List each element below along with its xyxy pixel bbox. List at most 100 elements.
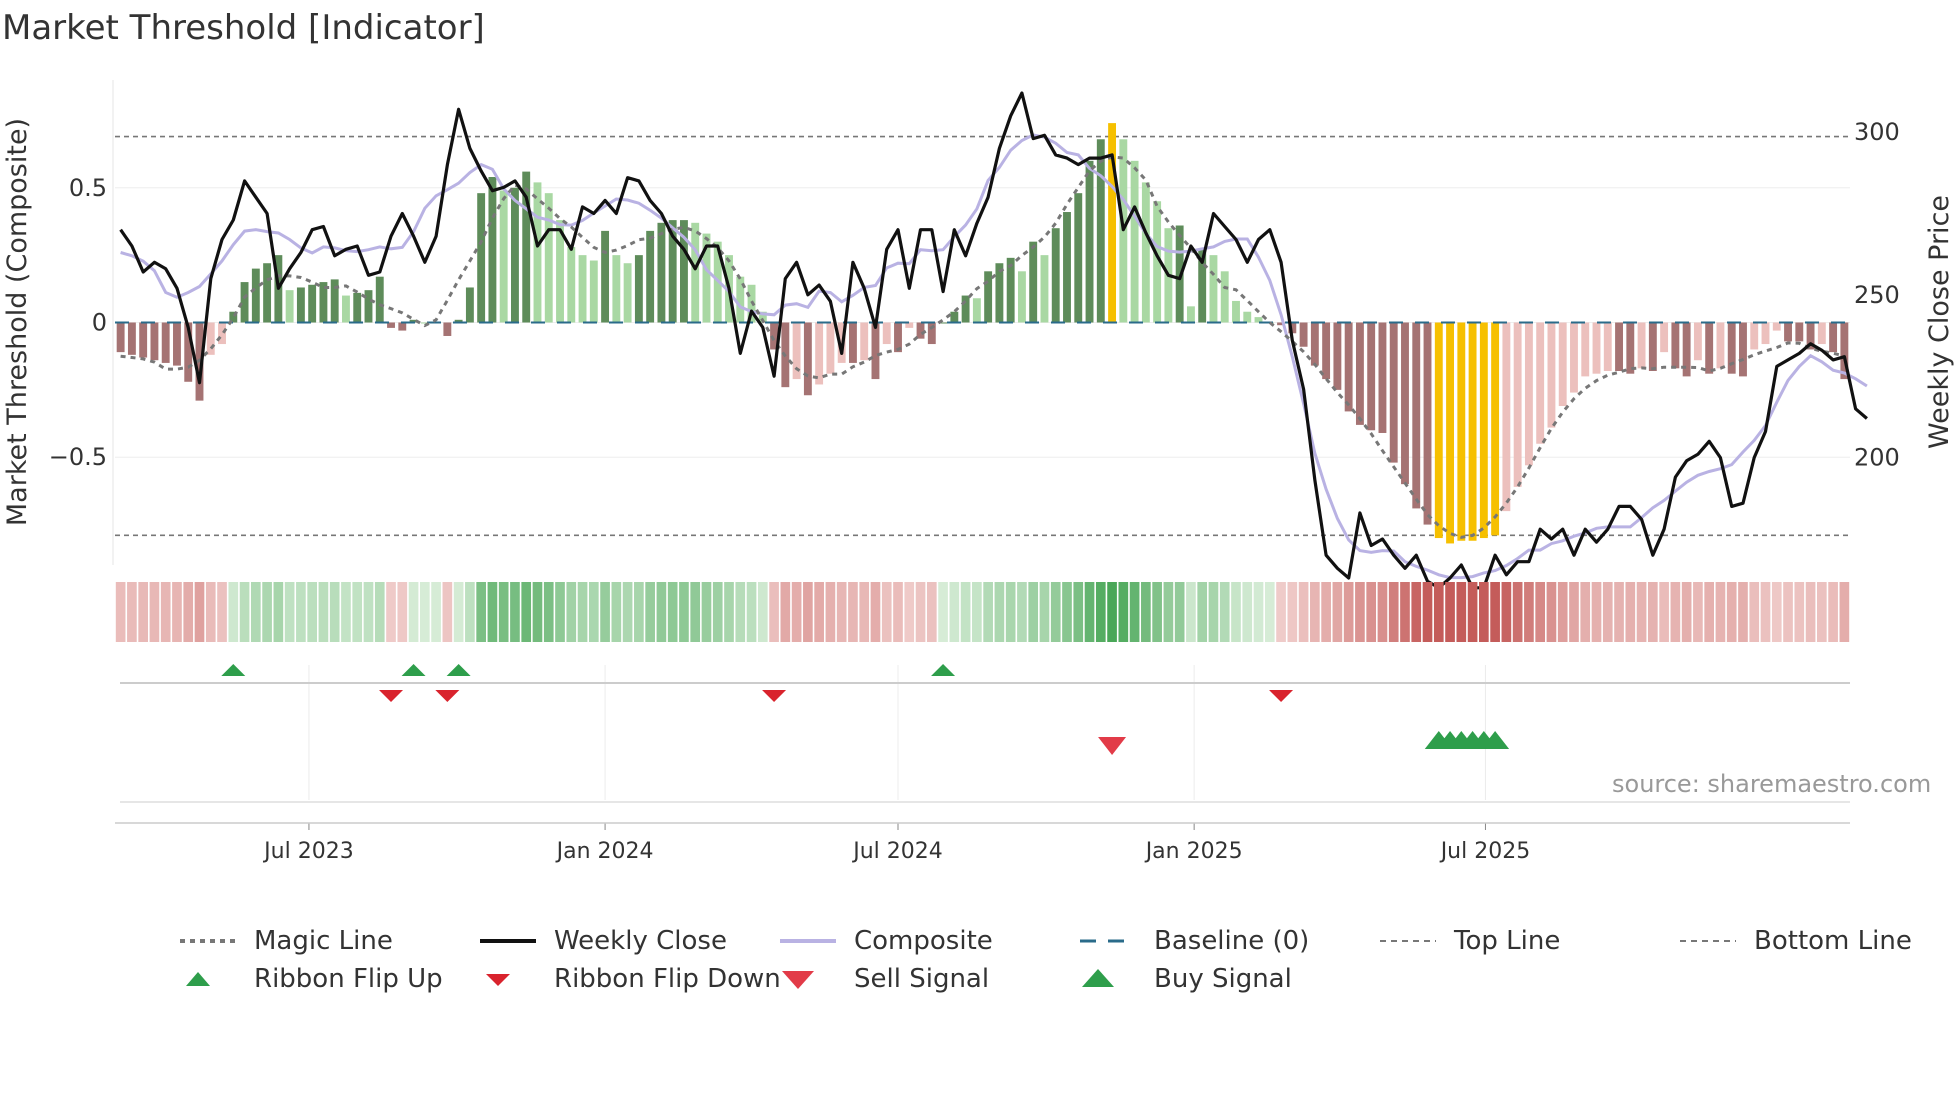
- composite-bar: [578, 255, 587, 323]
- ribbon-cell: [938, 582, 948, 642]
- legend-composite-label: Composite: [854, 926, 993, 956]
- ribbon-cell: [363, 582, 374, 642]
- ribbon-cell: [138, 582, 148, 642]
- ribbon-cell: [1017, 582, 1027, 642]
- ribbon-cell: [611, 582, 622, 642]
- composite-bar: [308, 284, 317, 323]
- ribbon-cell: [1479, 582, 1489, 642]
- composite-bar: [1006, 257, 1015, 323]
- ribbon-cell: [352, 582, 363, 642]
- composite-bar: [1558, 322, 1567, 407]
- legend-buy: Buy Signal: [1080, 964, 1292, 994]
- ribbon-cell: [329, 582, 340, 642]
- ribbon-cell: [1681, 582, 1692, 642]
- composite-bar: [1660, 322, 1669, 353]
- ribbon-cell: [791, 582, 802, 642]
- composite-bar: [499, 190, 508, 323]
- ribbon-cell: [1749, 582, 1760, 642]
- composite-bar: [465, 287, 474, 323]
- composite-bar: [477, 193, 486, 323]
- weekly-close-line: [119, 91, 1868, 590]
- composite-bar: [1051, 228, 1060, 323]
- ribbon-cell: [543, 582, 554, 642]
- ribbon-cell: [442, 582, 453, 642]
- ribbon-cell: [1321, 582, 1331, 642]
- composite-bar: [848, 322, 857, 363]
- composite-bar: [1739, 322, 1747, 377]
- composite-bar: [1344, 322, 1353, 412]
- lines-layer: [119, 91, 1868, 590]
- composite-bar: [522, 171, 531, 323]
- ribbon-cell: [994, 582, 1005, 642]
- composite-bar: [950, 311, 959, 323]
- ribbon-cell: [1670, 582, 1681, 642]
- y-tick-label: 0.5: [69, 174, 107, 202]
- chart-title: Market Threshold [Indicator]: [2, 8, 485, 48]
- composite-bar: [1232, 300, 1240, 323]
- composite-bar: [1017, 271, 1026, 323]
- ribbon-cell: [1197, 582, 1208, 642]
- signal-markers: [221, 664, 1510, 755]
- source-label: source: sharemaestro.com: [1612, 770, 1932, 798]
- y2-tick-label: 300: [1854, 118, 1900, 146]
- composite-bar: [1524, 322, 1533, 466]
- ribbon-cell: [431, 582, 441, 642]
- composite-bar: [601, 230, 610, 323]
- composite-bar: [1479, 322, 1488, 539]
- ribbon-cell: [217, 582, 227, 642]
- ribbon-cell: [926, 582, 937, 642]
- ribbon-cell: [1242, 582, 1253, 642]
- composite-bar: [1603, 322, 1612, 371]
- ribbon-cell: [194, 582, 205, 642]
- ribbon-cell: [1794, 582, 1805, 642]
- legend-buy-label: Buy Signal: [1154, 964, 1292, 994]
- ribbon-cell: [465, 582, 475, 642]
- composite-bar: [758, 311, 767, 323]
- ribbon-cell: [296, 582, 306, 642]
- ribbon-cell: [408, 582, 419, 642]
- composite-bar: [1502, 322, 1511, 512]
- ribbon-cell: [1208, 582, 1219, 642]
- composite-bar: [1423, 322, 1432, 525]
- composite-bar: [1355, 322, 1364, 425]
- ribbon-cell: [555, 582, 565, 642]
- ribbon-cell: [836, 582, 847, 642]
- ribbon-cell: [487, 582, 498, 642]
- composite-bar: [1446, 322, 1454, 544]
- ribbon-cell: [1084, 582, 1095, 642]
- composite-bar: [229, 311, 238, 323]
- ribbon-cell: [1512, 582, 1523, 642]
- composite-bar: [927, 322, 936, 345]
- composite-bar: [680, 220, 688, 323]
- composite-bar: [511, 187, 519, 323]
- composite-bar: [905, 322, 914, 328]
- composite-bar: [1322, 322, 1331, 380]
- composite-bar: [1130, 160, 1139, 323]
- legend-sell-label: Sell Signal: [854, 964, 990, 994]
- ribbon-cell: [510, 582, 520, 642]
- ribbon-cell: [1422, 582, 1433, 642]
- composite-bar: [1457, 322, 1466, 541]
- composite-bar: [1491, 322, 1500, 536]
- composite-bar: [1288, 322, 1297, 334]
- legend-bottom: Bottom Line: [1680, 926, 1912, 956]
- composite-bar: [646, 230, 655, 323]
- composite-bar: [1040, 255, 1049, 323]
- ribbon-cell: [645, 582, 655, 642]
- composite-bar: [544, 193, 553, 323]
- ribbon-cell: [521, 582, 532, 642]
- composite-bar: [1198, 249, 1207, 323]
- composite-bar: [1817, 322, 1826, 345]
- x-tick-label: Jan 2025: [1144, 839, 1243, 864]
- legend-magic: Magic Line: [180, 926, 393, 956]
- ribbon-cell: [419, 582, 430, 642]
- ribbon-cell: [679, 582, 689, 642]
- composite-bar: [387, 322, 395, 328]
- ribbon-cell: [656, 582, 667, 642]
- ribbon-cell: [622, 582, 633, 642]
- composite-bar: [1693, 322, 1702, 361]
- composite-bar: [330, 279, 339, 323]
- ribbon-cell: [757, 582, 768, 642]
- ribbon-cell: [160, 582, 171, 642]
